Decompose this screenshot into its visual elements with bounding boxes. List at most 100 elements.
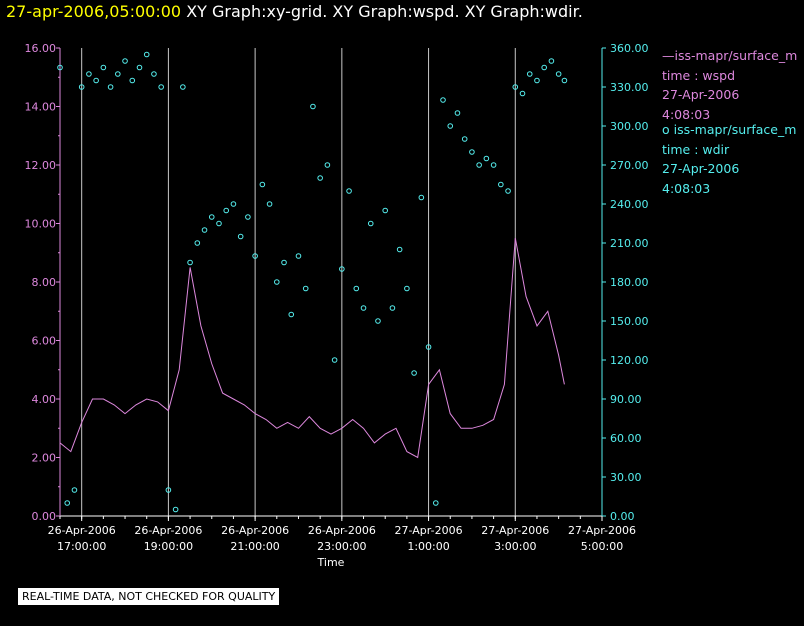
data-point-wdir	[93, 77, 99, 84]
data-point-wdir	[310, 103, 316, 110]
data-point-wdir	[534, 77, 540, 84]
data-point-wdir	[396, 246, 403, 253]
legend-entry-wdir: o iss-mapr/surface_m time : wdir 27-Apr-…	[662, 120, 804, 198]
data-point-wdir	[201, 227, 208, 233]
y-right-tick-label: 330.00	[610, 81, 649, 94]
data-point-wdir	[469, 149, 475, 155]
data-point-wdir	[461, 136, 468, 142]
x-tick-time-label: 21:00:00	[230, 540, 279, 553]
data-point-wdir	[346, 188, 352, 194]
chart-header: 27-apr-2006,05:00:00 XY Graph:xy-grid. X…	[6, 0, 583, 24]
data-point-wdir	[71, 487, 78, 493]
data-point-wdir	[208, 214, 215, 220]
y-right-tick-label: 120.00	[610, 354, 649, 367]
data-point-wdir	[454, 110, 461, 116]
legend-series-time: 4:08:03	[662, 106, 711, 122]
y-right-tick-label: 180.00	[610, 276, 649, 289]
data-point-wdir	[136, 64, 143, 71]
data-point-wdir	[367, 220, 374, 227]
data-point-wdir	[490, 162, 497, 168]
data-point-wdir	[360, 305, 367, 311]
y-left-tick-label: 14.00	[25, 101, 57, 114]
x-axis-title: Time	[317, 556, 345, 569]
data-point-wdir	[505, 188, 511, 194]
x-tick-time-label: 5:00:00	[581, 540, 623, 553]
data-point-wdir	[512, 84, 519, 90]
data-point-wdir	[237, 233, 244, 240]
x-tick-time-label: 19:00:00	[144, 540, 193, 553]
data-point-wdir	[158, 84, 164, 90]
legend-series-time: 4:08:03	[662, 180, 711, 196]
data-point-wdir	[172, 506, 179, 513]
data-point-wdir	[331, 357, 338, 363]
x-tick-date-label: 26-Apr-2006	[221, 524, 289, 537]
data-point-wdir	[498, 181, 504, 188]
data-point-wdir	[115, 71, 121, 77]
data-point-wdir	[295, 253, 302, 259]
data-point-wdir	[561, 77, 568, 84]
data-point-wdir	[519, 90, 526, 97]
x-tick-date-label: 26-Apr-2006	[48, 524, 116, 537]
x-tick-date-label: 26-Apr-2006	[308, 524, 376, 537]
x-tick-date-label: 26-Apr-2006	[134, 524, 202, 537]
data-point-wdir	[194, 240, 201, 246]
y-right-tick-label: 30.00	[610, 471, 642, 484]
data-point-wdir	[418, 194, 425, 201]
data-point-wdir	[187, 259, 193, 266]
data-point-wdir	[78, 84, 85, 90]
data-point-wdir	[223, 207, 230, 214]
y-left-tick-label: 6.00	[32, 335, 57, 348]
data-point-wdir	[353, 285, 360, 292]
quality-notice: REAL-TIME DATA, NOT CHECKED FOR QUALITY	[18, 588, 280, 605]
y-right-tick-label: 210.00	[610, 237, 649, 250]
data-point-wdir	[252, 253, 258, 259]
y-right-tick-label: 150.00	[610, 315, 649, 328]
y-right-tick-label: 270.00	[610, 159, 649, 172]
legend-line-marker: —	[662, 48, 675, 63]
legend-series-date: 27-Apr-2006	[662, 161, 740, 176]
data-point-wdir	[151, 71, 157, 77]
data-point-wdir	[317, 175, 323, 181]
data-point-wdir	[411, 370, 417, 376]
legend-series-date: 27-Apr-2006	[662, 87, 740, 102]
y-left-tick-label: 2.00	[32, 452, 57, 465]
x-tick-date-label: 27-Apr-2006	[481, 524, 549, 537]
legend-point-marker: o	[662, 122, 670, 137]
data-point-wdir	[122, 58, 128, 64]
x-tick-time-label: 1:00:00	[407, 540, 449, 553]
y-right-tick-label: 360.00	[610, 42, 649, 55]
legend-entry-wspd: —iss-mapr/surface_m time : wspd 27-Apr-2…	[662, 46, 804, 124]
data-point-wdir	[180, 84, 186, 90]
data-point-wdir	[129, 77, 136, 84]
x-tick-time-label: 23:00:00	[317, 540, 366, 553]
data-point-wdir	[216, 220, 222, 227]
data-point-wdir	[107, 84, 114, 90]
data-point-wdir	[64, 500, 71, 506]
data-point-wdir	[230, 201, 237, 207]
data-point-wdir	[425, 344, 432, 350]
data-point-wdir	[86, 71, 92, 77]
data-point-wdir	[375, 318, 381, 324]
x-tick-date-label: 27-Apr-2006	[568, 524, 636, 537]
legend-series-name: iss-mapr/surface_m	[673, 122, 797, 137]
data-point-wdir	[302, 285, 309, 292]
x-tick-time-label: 3:00:00	[494, 540, 536, 553]
y-left-tick-label: 10.00	[25, 218, 57, 231]
data-point-wdir	[259, 181, 266, 188]
y-right-tick-label: 0.00	[610, 510, 635, 523]
data-point-wdir	[57, 64, 63, 71]
data-point-wdir	[404, 285, 410, 292]
header-graph-titles: XY Graph:xy-grid. XY Graph:wspd. XY Grap…	[186, 2, 583, 21]
data-point-wdir	[288, 311, 295, 318]
legend-series-name: iss-mapr/surface_m	[674, 48, 798, 63]
y-left-tick-label: 16.00	[25, 42, 57, 55]
series-line-wspd	[59, 238, 565, 459]
data-point-wdir	[483, 155, 490, 162]
data-point-wdir	[389, 305, 396, 311]
y-right-tick-label: 240.00	[610, 198, 649, 211]
data-point-wdir	[266, 201, 273, 207]
y-left-tick-label: 8.00	[32, 276, 57, 289]
data-point-wdir	[339, 266, 345, 272]
x-tick-time-label: 17:00:00	[57, 540, 106, 553]
